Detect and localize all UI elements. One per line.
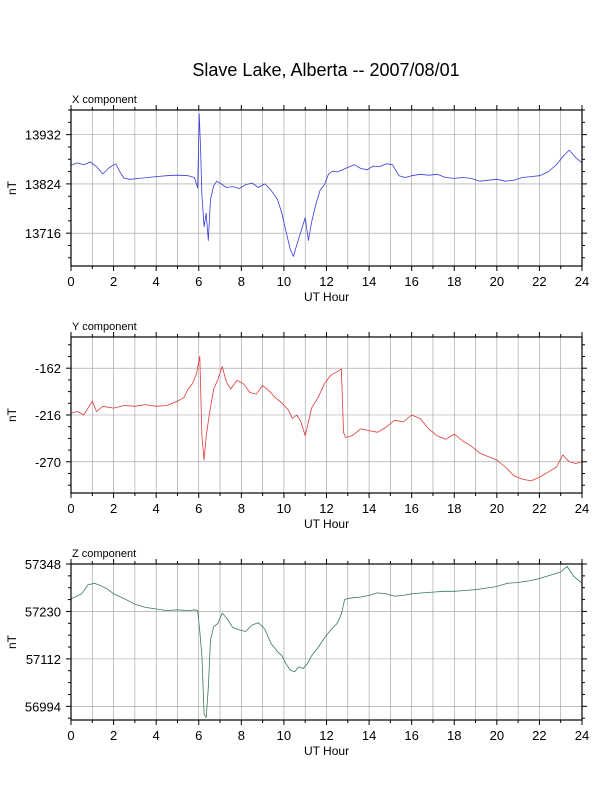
panel-title-x: X component (72, 94, 137, 106)
x-tick-label: 20 (490, 274, 504, 289)
x-tick-label: 8 (238, 274, 245, 289)
x-tick-label: 6 (195, 501, 202, 516)
x-tick-label: 18 (447, 728, 461, 743)
x-tick-label: 14 (362, 274, 376, 289)
x-tick-label: 22 (532, 501, 546, 516)
x-tick-label: 8 (238, 728, 245, 743)
y-tick-label: 57230 (25, 604, 61, 619)
x-tick-label: 0 (67, 501, 74, 516)
x-tick-label: 24 (575, 728, 589, 743)
x-tick-label: 12 (319, 274, 333, 289)
x-axis-label: UT Hour (304, 744, 349, 758)
x-tick-label: 20 (490, 728, 504, 743)
x-tick-label: 2 (110, 728, 117, 743)
y-tick-label: 13716 (25, 226, 61, 241)
x-tick-label: 18 (447, 274, 461, 289)
x-tick-label: 2 (110, 274, 117, 289)
x-tick-label: 8 (238, 501, 245, 516)
x-tick-label: 18 (447, 501, 461, 516)
x-axis-label: UT Hour (304, 517, 349, 531)
x-tick-label: 14 (362, 728, 376, 743)
y-axis-label: nT (5, 407, 19, 422)
y-tick-label: 56994 (25, 699, 61, 714)
x-tick-label: 6 (195, 274, 202, 289)
panel-title-z: Z component (72, 548, 136, 560)
y-tick-label: -216 (35, 408, 61, 423)
x-tick-label: 20 (490, 501, 504, 516)
x-tick-label: 4 (153, 274, 160, 289)
x-tick-label: 10 (277, 274, 291, 289)
y-tick-label: 13932 (25, 128, 61, 143)
series-line-x (70, 113, 583, 257)
series-line-z (70, 566, 583, 718)
x-tick-label: 2 (110, 501, 117, 516)
x-tick-label: 6 (195, 728, 202, 743)
series-line-y (70, 355, 583, 482)
x-tick-label: 24 (575, 501, 589, 516)
x-tick-label: 10 (277, 728, 291, 743)
y-tick-label: 57112 (26, 652, 61, 667)
x-tick-label: 0 (67, 274, 74, 289)
figure-title: Slave Lake, Alberta -- 2007/08/01 (192, 60, 459, 80)
x-tick-label: 12 (319, 501, 333, 516)
y-axis-label: nT (5, 634, 19, 649)
x-tick-label: 0 (67, 728, 74, 743)
x-tick-label: 16 (404, 274, 418, 289)
x-tick-label: 10 (277, 501, 291, 516)
y-axis-label: nT (5, 180, 19, 195)
x-tick-label: 4 (153, 501, 160, 516)
y-tick-label: 13824 (25, 177, 61, 192)
x-tick-label: 4 (153, 728, 160, 743)
panel-title-y: Y component (72, 321, 137, 333)
x-tick-label: 16 (404, 501, 418, 516)
x-tick-label: 24 (575, 274, 589, 289)
y-tick-label: 57348 (25, 557, 61, 572)
x-tick-label: 22 (532, 728, 546, 743)
y-tick-label: -162 (35, 361, 61, 376)
x-tick-label: 14 (362, 501, 376, 516)
y-tick-label: -270 (35, 455, 61, 470)
x-tick-label: 22 (532, 274, 546, 289)
x-axis-label: UT Hour (304, 290, 349, 304)
x-tick-label: 12 (319, 728, 333, 743)
x-tick-label: 16 (404, 728, 418, 743)
